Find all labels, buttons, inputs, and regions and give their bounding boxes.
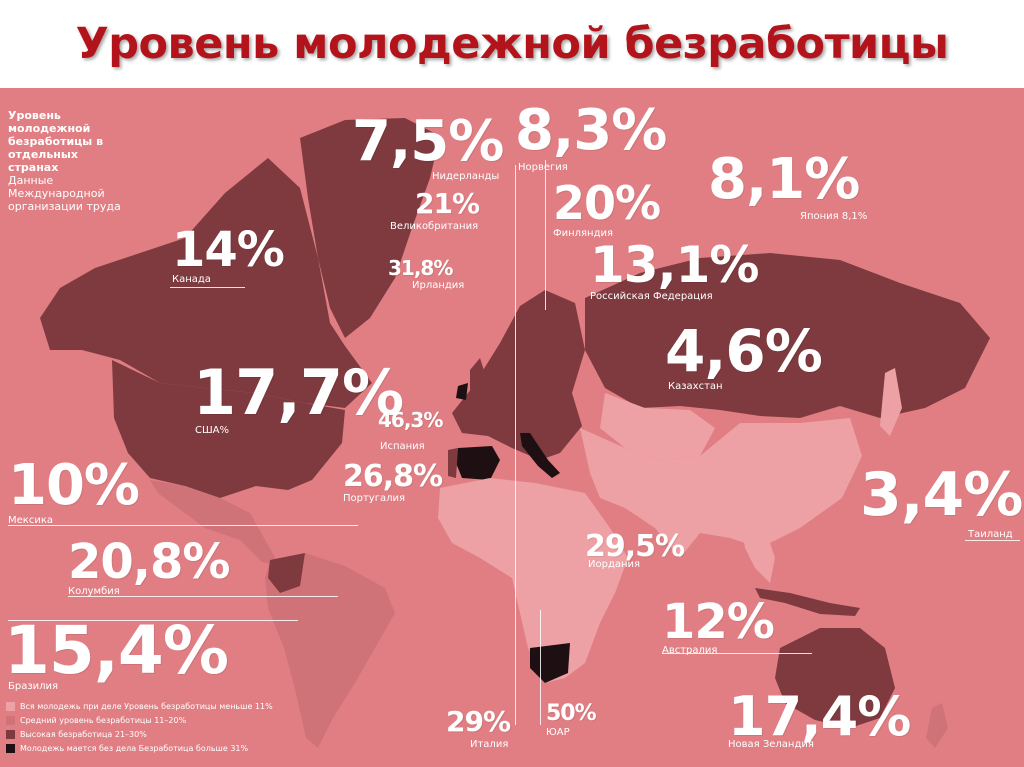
leader-line — [662, 653, 812, 654]
uk-shape — [470, 358, 488, 400]
legend-label: Вся молодежь при деле Уровень безработиц… — [20, 702, 273, 711]
label-mexico: Мексика — [8, 515, 53, 526]
stat-mexico: 10% — [8, 453, 140, 518]
stat-uk: 21% — [415, 187, 480, 220]
label-japan: Япония 8,1% — [800, 211, 868, 222]
legend-item: Средний уровень безработицы 11–20% — [6, 714, 306, 727]
stat-norway: 8,3% — [515, 98, 667, 163]
stat-new-zealand: 17,4% — [728, 685, 911, 748]
southeast-asia-shape — [742, 528, 775, 583]
canada-shape — [40, 158, 372, 408]
label-netherlands: Нидерланды — [432, 171, 500, 182]
stat-portugal: 26,8% — [343, 459, 443, 494]
stat-netherlands: 7,5% — [352, 109, 504, 174]
label-ireland: Ирландия — [412, 280, 465, 291]
label-colombia: Колумбия — [68, 586, 120, 597]
legend-swatch — [6, 730, 15, 739]
sidebar-note: Уровень молодежной безработицы в отдельн… — [8, 109, 128, 213]
legend-swatch — [6, 744, 15, 753]
africa-shape — [438, 478, 628, 683]
greenland-shape — [300, 118, 440, 338]
stat-italy: 29% — [446, 705, 511, 738]
mexico-shape — [150, 480, 280, 566]
label-south-africa: ЮАР — [546, 727, 570, 738]
kazakhstan-shape — [600, 393, 715, 460]
page-title: Уровень молодежной безработицы — [75, 19, 949, 69]
leader-line — [8, 620, 298, 621]
world-map — [0, 88, 1024, 767]
stat-spain: 46,3% — [378, 408, 443, 432]
leader-line — [965, 540, 1020, 541]
label-finland: Финляндия — [553, 228, 614, 239]
stat-brazil: 15,4% — [4, 612, 229, 689]
legend-swatch — [6, 702, 15, 711]
label-australia: Австралия — [662, 645, 718, 656]
stat-australia: 12% — [662, 594, 775, 650]
colombia-shape — [268, 553, 305, 593]
legend-swatch — [6, 716, 15, 725]
stat-thailand: 3,4% — [860, 460, 1023, 530]
label-norway: Норвегия — [518, 162, 568, 173]
label-italy: Италия — [470, 739, 509, 750]
japan-shape — [880, 368, 902, 436]
stat-usa: 17,7% — [193, 356, 404, 429]
stat-russia: 13,1% — [590, 236, 759, 294]
stat-kazakhstan: 4,6% — [665, 317, 823, 385]
legend: Вся молодежь при деле Уровень безработиц… — [6, 700, 306, 756]
legend-label: Молодежь мается без дела Безработица бол… — [20, 744, 249, 753]
label-jordan: Иордания — [588, 559, 641, 570]
sidebar-source: Данные Международной организации труда — [8, 174, 121, 213]
leader-line — [68, 596, 338, 597]
stat-jordan: 29,5% — [585, 529, 685, 564]
leader-line — [545, 160, 546, 310]
legend-label: Высокая безработица 21–30% — [20, 730, 147, 739]
leader-line — [170, 287, 245, 288]
label-thailand: Таиланд — [968, 529, 1013, 540]
indonesia-shape — [755, 588, 860, 616]
leader-line — [8, 525, 358, 526]
asia-shape — [580, 418, 862, 558]
label-spain: Испания — [380, 441, 425, 452]
sidebar-heading: Уровень молодежной безработицы в отдельн… — [8, 109, 104, 174]
legend-label: Средний уровень безработицы 11–20% — [20, 716, 187, 725]
stat-japan: 8,1% — [708, 147, 860, 212]
spain-shape — [456, 446, 500, 480]
legend-item: Вся молодежь при деле Уровень безработиц… — [6, 700, 306, 713]
label-usa: США% — [195, 425, 230, 436]
south-america-shape — [265, 553, 395, 748]
leader-line — [515, 165, 516, 725]
new-zealand-shape — [926, 703, 948, 748]
label-portugal: Португалия — [343, 493, 406, 504]
stat-finland: 20% — [553, 176, 661, 230]
label-brazil: Бразилия — [8, 681, 59, 692]
ireland-shape — [456, 383, 468, 400]
italy-shape — [520, 433, 560, 478]
label-russia: Российская Федерация — [590, 291, 713, 302]
label-kazakhstan: Казахстан — [668, 381, 723, 392]
usa-shape — [112, 360, 345, 498]
label-canada: Канада — [172, 274, 211, 285]
stat-canada: 14% — [172, 222, 285, 278]
legend-item: Высокая безработица 21–30% — [6, 728, 306, 741]
stat-colombia: 20,8% — [68, 534, 231, 590]
leader-line — [540, 610, 541, 725]
europe-shape — [452, 290, 585, 460]
portugal-shape — [448, 448, 458, 478]
stat-south-africa: 50% — [546, 701, 597, 726]
legend-item: Молодежь мается без дела Безработица бол… — [6, 742, 306, 755]
stat-ireland: 31,8% — [388, 256, 453, 280]
map-shapes — [40, 118, 990, 748]
label-uk: Великобритания — [390, 221, 479, 232]
label-new-zealand: Новая Зеландия — [728, 739, 814, 750]
